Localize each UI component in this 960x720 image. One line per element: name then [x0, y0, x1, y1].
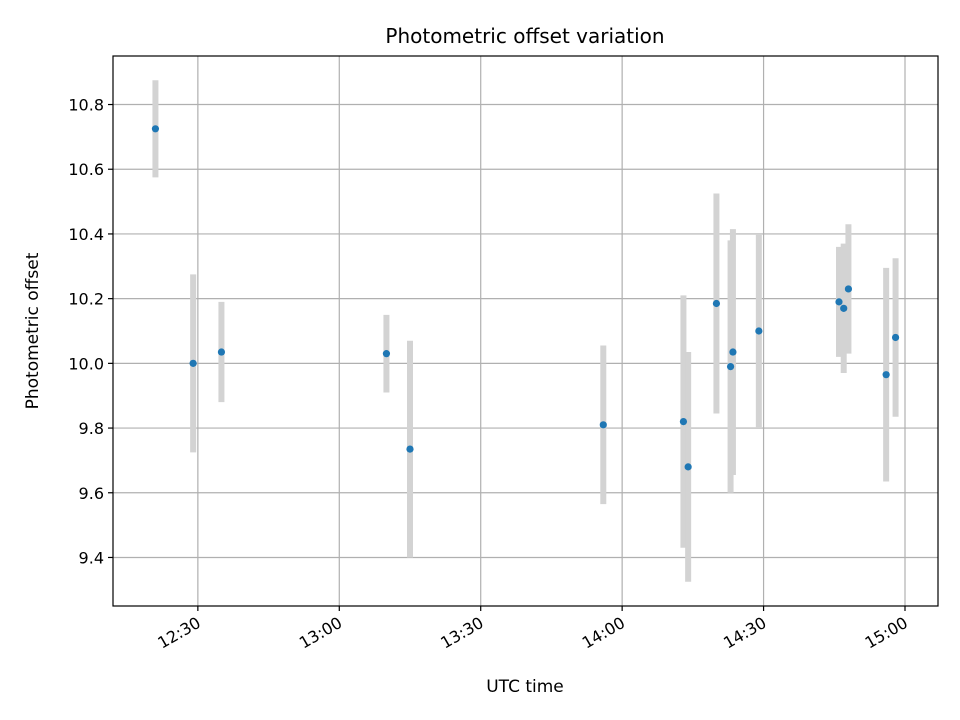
data-point [844, 285, 853, 293]
data-point [840, 304, 848, 312]
y-tick-label: 10.2 [68, 290, 104, 309]
data-points [151, 125, 900, 471]
y-tick-label: 10.8 [68, 96, 104, 115]
chart-title: Photometric offset variation [385, 24, 664, 48]
x-tick-label: 12:30 [154, 613, 203, 653]
y-tick-label: 10.4 [68, 225, 104, 244]
data-point [891, 333, 900, 342]
y-tick-label: 9.6 [79, 484, 104, 503]
data-point [599, 421, 607, 429]
x-tick-label: 14:00 [579, 613, 628, 653]
data-point [882, 371, 890, 379]
data-point [729, 348, 737, 356]
x-tick-label: 14:30 [720, 613, 769, 653]
plot-area-frame [112, 55, 939, 607]
data-point [679, 417, 688, 426]
x-tick-label: 15:00 [862, 613, 911, 653]
y-tick-label: 9.8 [79, 419, 104, 438]
y-tick-label: 9.4 [79, 548, 104, 567]
y-tick-label: 10.0 [68, 354, 104, 373]
data-point [755, 327, 763, 335]
error-bars [152, 80, 899, 582]
x-tick-label: 13:00 [296, 613, 345, 653]
grid [113, 56, 938, 606]
x-tick-label: 13:30 [437, 613, 486, 653]
data-point [835, 298, 843, 306]
y-tick-label: 10.6 [68, 160, 104, 179]
data-point [217, 348, 226, 356]
data-point [189, 359, 197, 367]
data-point [726, 362, 735, 371]
x-axis-label: UTC time [486, 677, 564, 697]
data-point [406, 445, 414, 453]
data-point [712, 299, 721, 308]
x-axis-ticks: 12:30 13:00 13:30 14:00 14:30 15:00 [154, 606, 911, 653]
data-point [684, 463, 692, 471]
y-axis-label: Photometric offset [23, 252, 43, 409]
data-point [151, 125, 160, 133]
y-axis-ticks: 9.4 9.6 9.8 10.0 10.2 10.4 10.6 10.8 [68, 96, 113, 567]
data-point [382, 350, 391, 358]
